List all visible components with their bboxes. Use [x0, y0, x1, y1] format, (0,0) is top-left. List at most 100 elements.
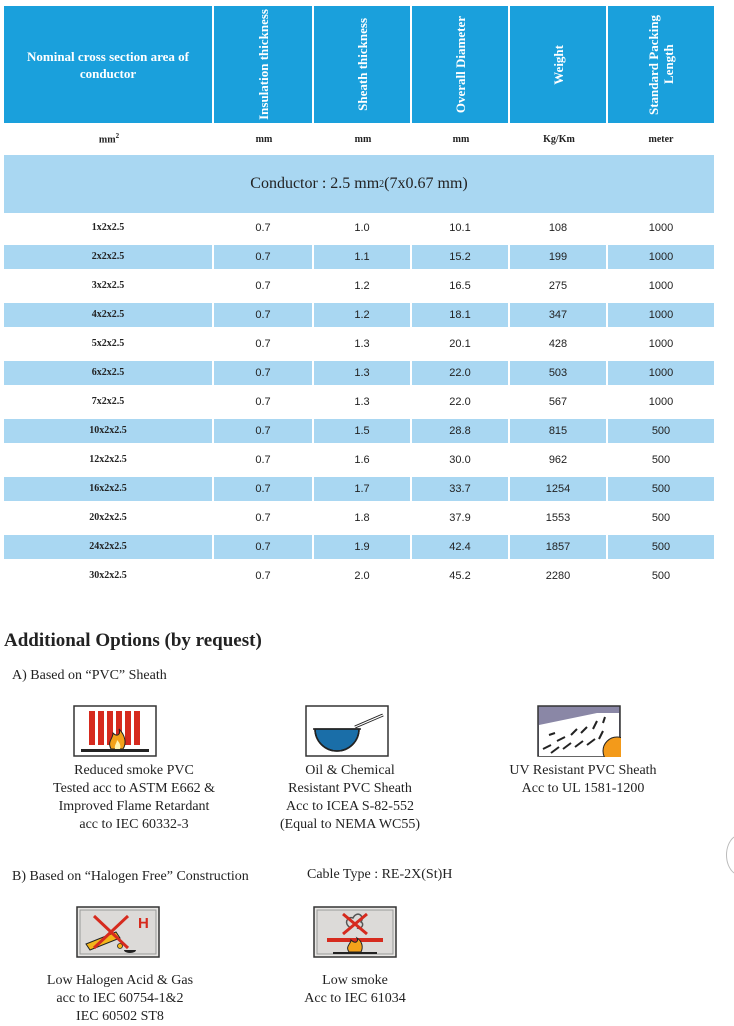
b-caption-1: Low Halogen Acid & Gas acc to IEC 60754-… — [46, 973, 194, 1024]
table-row: 24x2x2.5 0.7 1.9 42.4 1857 500 — [4, 532, 714, 561]
cell-insulation: 0.7 — [214, 563, 314, 588]
header-weight: Weight — [510, 6, 608, 123]
table-row: 6x2x2.5 0.7 1.3 22.0 503 1000 — [4, 358, 714, 387]
cell-packing: 1000 — [648, 337, 674, 350]
cell-weight: 2280 — [510, 563, 608, 588]
cell-insulation: 0.7 — [214, 331, 314, 356]
cell-weight: 347 — [510, 302, 608, 327]
cell-diameter: 22.0 — [412, 389, 510, 414]
cell-diameter: 22.0 — [412, 360, 510, 385]
cell-weight: 199 — [510, 244, 608, 269]
cell-insulation: 0.7 — [214, 476, 314, 501]
cell-cross-section: 20x2x2.5 — [4, 505, 214, 530]
cell-sheath: 1.3 — [314, 389, 412, 414]
cell-diameter: 30.0 — [412, 447, 510, 472]
cell-diameter: 42.4 — [412, 534, 510, 559]
unit-diameter: mm — [452, 133, 470, 145]
cell-insulation: 0.7 — [214, 215, 314, 240]
cell-insulation: 0.7 — [214, 302, 314, 327]
table-header: Nominal cross section area of conductor … — [4, 6, 714, 123]
cell-insulation: 0.7 — [214, 534, 314, 559]
cell-weight: 567 — [510, 389, 608, 414]
cell-insulation: 0.7 — [214, 360, 314, 385]
header-cross-section: Nominal cross section area of conductor — [4, 6, 214, 123]
cell-cross-section: 30x2x2.5 — [4, 563, 214, 588]
cell-packing: 1000 — [608, 360, 714, 385]
unit-cross-section: mm2 — [98, 132, 120, 146]
cell-weight: 428 — [510, 331, 608, 356]
cell-packing: 500 — [608, 534, 714, 559]
cell-weight: 108 — [510, 215, 608, 240]
cell-packing: 500 — [608, 418, 714, 443]
table-row: 12x2x2.5 0.7 1.6 30.0 962 500 — [4, 445, 714, 474]
section-b-label: B) Based on “Halogen Free” Construction — [12, 869, 249, 884]
section-a-label: A) Based on “PVC” Sheath — [12, 668, 167, 683]
a-caption-2: Oil & Chemical Resistant PVC Sheath Acc … — [279, 763, 421, 832]
unit-sheath: mm — [354, 133, 372, 145]
cell-packing: 1000 — [608, 244, 714, 269]
table-row: 5x2x2.5 0.7 1.3 20.1 428 1000 — [4, 329, 714, 358]
cell-sheath: 1.2 — [314, 273, 412, 298]
cell-diameter: 28.8 — [412, 418, 510, 443]
cell-sheath: 2.0 — [314, 563, 412, 588]
unit-weight: Kg/Km — [543, 133, 575, 145]
cell-sheath: 1.5 — [314, 418, 412, 443]
cell-packing: 1000 — [648, 279, 674, 292]
cell-packing: 1000 — [648, 395, 674, 408]
cell-cross-section: 3x2x2.5 — [4, 273, 214, 298]
cell-cross-section: 4x2x2.5 — [4, 302, 214, 327]
cell-sheath: 1.9 — [314, 534, 412, 559]
cell-sheath: 1.2 — [314, 302, 412, 327]
cell-insulation: 0.7 — [214, 418, 314, 443]
cell-cross-section: 24x2x2.5 — [4, 534, 214, 559]
table-row: 16x2x2.5 0.7 1.7 33.7 1254 500 — [4, 474, 714, 503]
cell-diameter: 33.7 — [412, 476, 510, 501]
cell-insulation: 0.7 — [214, 244, 314, 269]
spec-table: Nominal cross section area of conductor … — [4, 6, 714, 590]
cell-cross-section: 1x2x2.5 — [4, 215, 214, 240]
cell-packing: 500 — [651, 511, 671, 524]
cable-type: Cable Type : RE-2X(St)H — [307, 867, 453, 882]
oil-chemical-icon — [305, 705, 389, 757]
cell-weight: 1254 — [510, 476, 608, 501]
cell-cross-section: 16x2x2.5 — [4, 476, 214, 501]
table-body: 1x2x2.5 0.7 1.0 10.1 108 1000 2x2x2.5 0.7 1.1 15.… — [4, 213, 714, 590]
table-row: 3x2x2.5 0.7 1.2 16.5 275 1000 — [4, 271, 714, 300]
options-title: Additional Options (by request) — [4, 630, 262, 651]
page-edge-mark — [726, 836, 734, 874]
table-row: 1x2x2.5 0.7 1.0 10.1 108 1000 — [4, 213, 714, 242]
table-row: 30x2x2.5 0.7 2.0 45.2 2280 500 — [4, 561, 714, 590]
conductor-banner: Conductor : 2.5 mm 2 (7x0.67 mm) — [4, 155, 714, 213]
halogen-acid-icon: H — [76, 906, 160, 958]
smoke-flame-icon — [73, 705, 157, 757]
cell-packing: 1000 — [608, 302, 714, 327]
b-caption-2: Low smoke Acc to IEC 61034 — [304, 973, 406, 1006]
cell-diameter: 45.2 — [412, 563, 510, 588]
halogen-letter: H — [138, 915, 149, 932]
uv-sun-icon — [537, 705, 621, 757]
table-row: 10x2x2.5 0.7 1.5 28.8 815 500 — [4, 416, 714, 445]
cell-diameter: 16.5 — [412, 273, 510, 298]
cell-sheath: 1.7 — [314, 476, 412, 501]
cell-diameter: 15.2 — [412, 244, 510, 269]
cell-packing: 500 — [651, 453, 671, 466]
cell-cross-section: 2x2x2.5 — [4, 244, 214, 269]
table-row: 2x2x2.5 0.7 1.1 15.2 199 1000 — [4, 242, 714, 271]
cell-insulation: 0.7 — [214, 505, 314, 530]
cell-insulation: 0.7 — [214, 273, 314, 298]
cell-packing: 500 — [608, 476, 714, 501]
cell-sheath: 1.0 — [314, 215, 412, 240]
cell-weight: 962 — [510, 447, 608, 472]
cell-packing: 1000 — [648, 221, 674, 234]
cell-cross-section: 7x2x2.5 — [4, 389, 214, 414]
cell-cross-section: 10x2x2.5 — [4, 418, 214, 443]
cell-cross-section: 12x2x2.5 — [4, 447, 214, 472]
cell-sheath: 1.3 — [314, 360, 412, 385]
cell-weight: 275 — [510, 273, 608, 298]
cell-insulation: 0.7 — [214, 447, 314, 472]
table-row: 4x2x2.5 0.7 1.2 18.1 347 1000 — [4, 300, 714, 329]
table-row: 7x2x2.5 0.7 1.3 22.0 567 1000 — [4, 387, 714, 416]
cell-sheath: 1.6 — [314, 447, 412, 472]
cell-insulation: 0.7 — [214, 389, 314, 414]
header-diameter: Overall Diameter — [412, 6, 510, 123]
